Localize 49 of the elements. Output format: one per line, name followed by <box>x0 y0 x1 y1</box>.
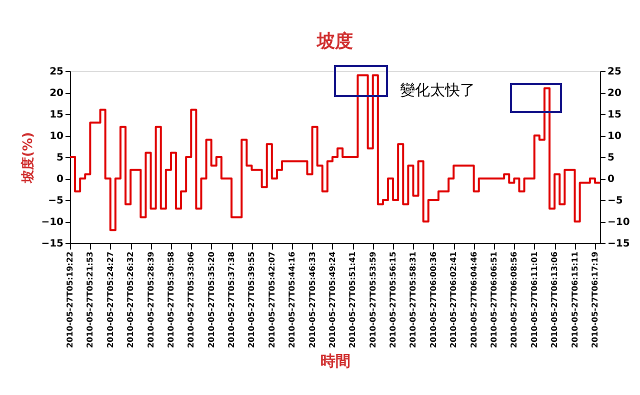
x-tick-label: 2010-05-27T05:19:22 <box>66 252 74 348</box>
y-tick-label: −15 <box>41 238 64 250</box>
x-tick-label: 2010-05-27T05:49:24 <box>328 251 337 348</box>
x-tick-label: 2010-05-27T05:39:55 <box>247 251 256 348</box>
x-tick-label: 2010-05-27T06:06:51 <box>490 251 498 348</box>
y2-tick-label: 5 <box>608 152 614 164</box>
y-tick-label: 20 <box>50 88 64 99</box>
y2-tick-label: 0 <box>608 174 614 185</box>
x-tick-label: 2010-05-27T06:02:41 <box>449 251 458 348</box>
x-tick-label: 2010-05-27T05:51:41 <box>348 251 358 348</box>
y2-tick-label: 20 <box>608 88 622 99</box>
x-tick-label: 2010-05-27T05:24:27 <box>106 252 115 348</box>
y-tick-label: 10 <box>50 131 64 142</box>
y2-tick-label: 25 <box>608 66 622 78</box>
y-tick-label: 0 <box>56 174 64 185</box>
y-tick-label: 25 <box>50 66 64 78</box>
x-tick-label: 2010-05-27T05:44:16 <box>288 251 297 348</box>
y2-tick-label: 10 <box>608 131 622 142</box>
y-tick-label: 5 <box>56 152 64 164</box>
x-tick-label: 2010-05-27T05:53:59 <box>368 251 378 348</box>
y2-tick-label: −10 <box>608 217 630 228</box>
x-tick-label: 2010-05-27T05:42:07 <box>267 252 276 348</box>
x-tick-label: 2010-05-27T05:26:32 <box>126 252 136 348</box>
x-tick-label: 2010-05-27T05:37:38 <box>227 251 236 348</box>
x-tick-label: 2010-05-27T06:04:46 <box>469 251 478 348</box>
x-tick-label: 2010-05-27T05:30:58 <box>166 251 176 348</box>
y-tick-label: 15 <box>50 110 64 120</box>
x-tick-label: 2010-05-27T06:13:06 <box>550 251 560 348</box>
x-tick-label: 2010-05-27T05:28:39 <box>146 251 156 348</box>
chart-title: 坡度 <box>316 31 353 52</box>
y2-tick-label: 15 <box>608 110 622 120</box>
x-tick-label: 2010-05-27T05:35:20 <box>206 251 216 348</box>
annotation: 變化太快了 <box>400 81 475 99</box>
x-axis-title: 時間 <box>320 352 350 370</box>
x-tick-label: 2010-05-27T06:00:36 <box>428 251 438 348</box>
x-tick-label: 2010-05-27T05:56:15 <box>388 251 398 348</box>
y-tick-label: −5 <box>48 196 64 206</box>
x-tick-label: 2010-05-27T05:21:53 <box>86 252 95 348</box>
x-tick-label: 2010-05-27T06:17:19 <box>590 251 600 348</box>
y-axis-title: 坡度(%) <box>20 132 36 184</box>
y2-tick-label: −5 <box>608 196 623 206</box>
y-tick-label: −10 <box>41 217 64 228</box>
y2-tick-label: −15 <box>608 238 630 250</box>
x-tick-label: 2010-05-27T05:46:33 <box>308 252 317 348</box>
x-tick-label: 2010-05-27T05:58:31 <box>408 251 418 348</box>
x-tick-label: 2010-05-27T05:33:06 <box>186 251 196 348</box>
x-tick-label: 2010-05-27T06:11:01 <box>530 251 539 348</box>
x-tick-label: 2010-05-27T06:08:56 <box>510 251 519 348</box>
x-tick-label: 2010-05-27T06:15:11 <box>570 251 580 348</box>
